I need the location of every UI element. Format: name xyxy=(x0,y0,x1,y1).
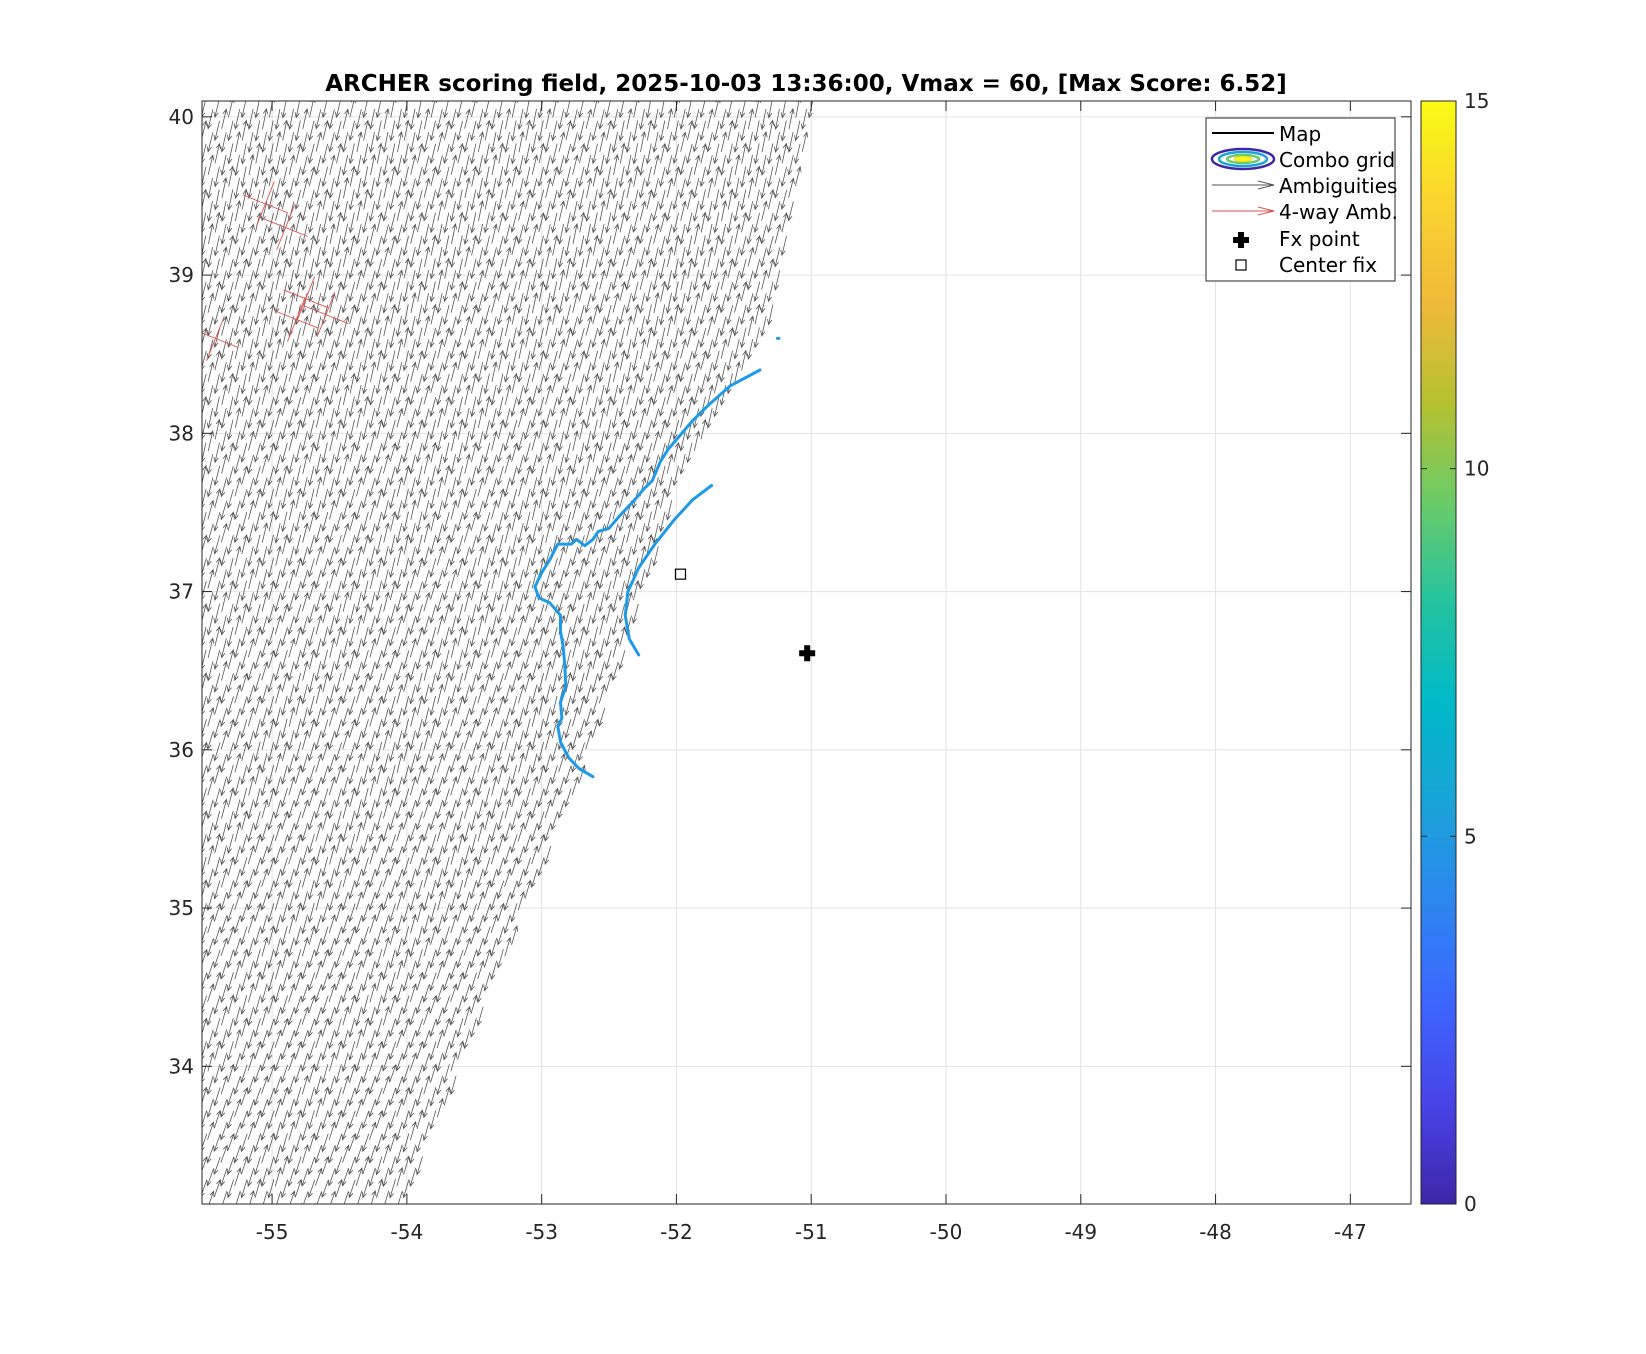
colorbar-gradient xyxy=(1420,100,1457,1205)
ambiguity-arrow-field xyxy=(202,101,814,1204)
center-fix-marker xyxy=(674,568,687,580)
four-way-arrow xyxy=(206,338,216,361)
four-way-arrow xyxy=(325,292,336,315)
four-way-arrow xyxy=(276,227,286,251)
legend-center-fix-marker xyxy=(1235,259,1247,271)
four-way-arrow xyxy=(242,194,266,205)
four-way-arrow xyxy=(296,298,307,322)
four-way-arrow xyxy=(263,218,286,229)
ambiguity-arrows xyxy=(202,101,814,1204)
axes-box xyxy=(201,100,1412,1205)
axis-ticks: -55 -54 -53 -52 -51 -50 -49 -48 -47 34 35 36 37 38 39 4… xyxy=(169,101,1411,1244)
four-way-arrow xyxy=(256,203,266,227)
x-tick-label: -49 xyxy=(1064,1220,1097,1244)
four-way-arrow-group xyxy=(273,296,319,342)
y-tick-label: 39 xyxy=(169,263,194,287)
legend-center-fix-label: Center fix xyxy=(1279,253,1377,277)
four-way-arrow xyxy=(285,205,295,228)
y-tick-label: 40 xyxy=(169,105,194,129)
four-way-arrow xyxy=(303,305,327,316)
y-tick-label: 36 xyxy=(169,738,194,762)
four-way-arrow xyxy=(202,332,216,339)
colorbar-tick-label: 5 xyxy=(1464,824,1477,848)
x-tick-label: -47 xyxy=(1334,1220,1367,1244)
four-way-arrow xyxy=(295,296,306,320)
legend: Map Combo grid Ambiguities 4-way Amb. Fx… xyxy=(1205,117,1398,282)
colorbar-tick-label: 10 xyxy=(1464,457,1489,481)
four-way-ambiguity-arrows xyxy=(202,181,349,361)
legend-fx-point-marker xyxy=(1233,232,1249,248)
four-way-arrow xyxy=(285,227,309,237)
legend-4way-label: 4-way Amb. xyxy=(1279,200,1398,224)
y-tick-label: 34 xyxy=(169,1054,194,1078)
x-tick-label: -50 xyxy=(930,1220,963,1244)
four-way-arrow xyxy=(273,310,297,320)
fx-point-marker xyxy=(799,645,816,662)
four-way-arrow xyxy=(305,276,316,299)
legend-map-label: Map xyxy=(1279,122,1321,146)
four-way-arrow xyxy=(316,314,327,338)
combo-grid-contours xyxy=(533,336,781,779)
four-way-arrow-group xyxy=(202,315,238,361)
four-way-arrow-group xyxy=(283,276,329,322)
legend-4way-swatch xyxy=(1212,206,1275,216)
x-tick-label: -53 xyxy=(525,1220,558,1244)
legend-combo-label: Combo grid xyxy=(1279,148,1395,172)
four-way-arrow xyxy=(215,337,238,348)
y-tick-label: 37 xyxy=(169,580,194,604)
colorbar-tick-label: 0 xyxy=(1464,1192,1477,1216)
legend-fx-point-label: Fx point xyxy=(1279,227,1360,251)
four-way-arrow xyxy=(215,315,225,339)
colorbar-tick-label: 15 xyxy=(1464,89,1489,113)
four-way-arrow xyxy=(287,319,297,342)
y-tick-label: 38 xyxy=(169,421,194,445)
x-tick-label: -52 xyxy=(660,1220,693,1244)
colorbar-ticks: 0 5 10 15 xyxy=(1421,89,1489,1216)
x-tick-label: -51 xyxy=(795,1220,828,1244)
y-tick-label: 35 xyxy=(169,896,194,920)
four-way-arrow xyxy=(265,203,288,214)
colorbar: 0 5 10 15 xyxy=(1420,89,1489,1216)
legend-ambiguities-swatch xyxy=(1212,180,1275,190)
combo-grid-contour xyxy=(533,368,762,779)
four-way-arrow-group xyxy=(263,205,309,251)
legend-ambiguities-label: Ambiguities xyxy=(1279,174,1397,198)
four-way-arrow xyxy=(264,181,275,205)
four-way-arrow xyxy=(325,314,349,324)
combo-grid-contour xyxy=(623,484,713,657)
legend-combo-swatch xyxy=(1210,147,1276,171)
fix-markers xyxy=(674,568,816,662)
four-way-arrow xyxy=(296,318,319,329)
x-tick-label: -55 xyxy=(256,1220,289,1244)
grid xyxy=(202,101,1411,1204)
four-way-arrow xyxy=(305,298,329,309)
four-way-arrow-group xyxy=(242,181,288,227)
x-tick-label: -54 xyxy=(391,1220,424,1244)
x-tick-label: -48 xyxy=(1199,1220,1232,1244)
chart-title: ARCHER scoring field, 2025-10-03 13:36:0… xyxy=(325,71,1287,97)
legend-box xyxy=(1205,117,1396,282)
four-way-arrow-group xyxy=(303,292,349,338)
four-way-arrow xyxy=(283,289,306,300)
